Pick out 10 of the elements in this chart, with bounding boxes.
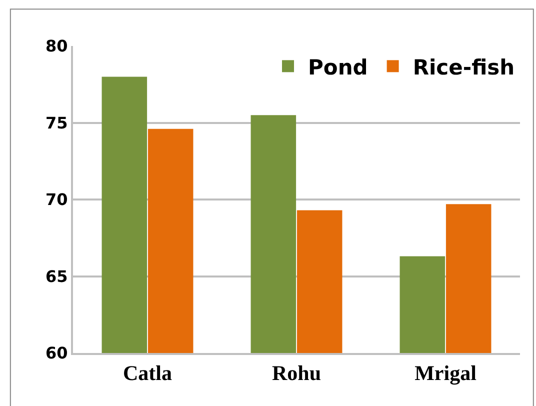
legend-label: Rice-fish (412, 55, 515, 80)
x-tick-label: Rohu (272, 361, 322, 386)
y-tick-label: 60 (46, 344, 68, 363)
y-tick-label: 75 (46, 113, 68, 132)
y-tick-label: 80 (46, 36, 68, 56)
x-tick-label: Catla (123, 361, 172, 386)
y-tick-label: 65 (46, 266, 68, 286)
legend-label: Pond (308, 55, 368, 80)
x-tick-label: Mrigal (414, 361, 477, 386)
y-tick-label: 70 (46, 190, 68, 210)
